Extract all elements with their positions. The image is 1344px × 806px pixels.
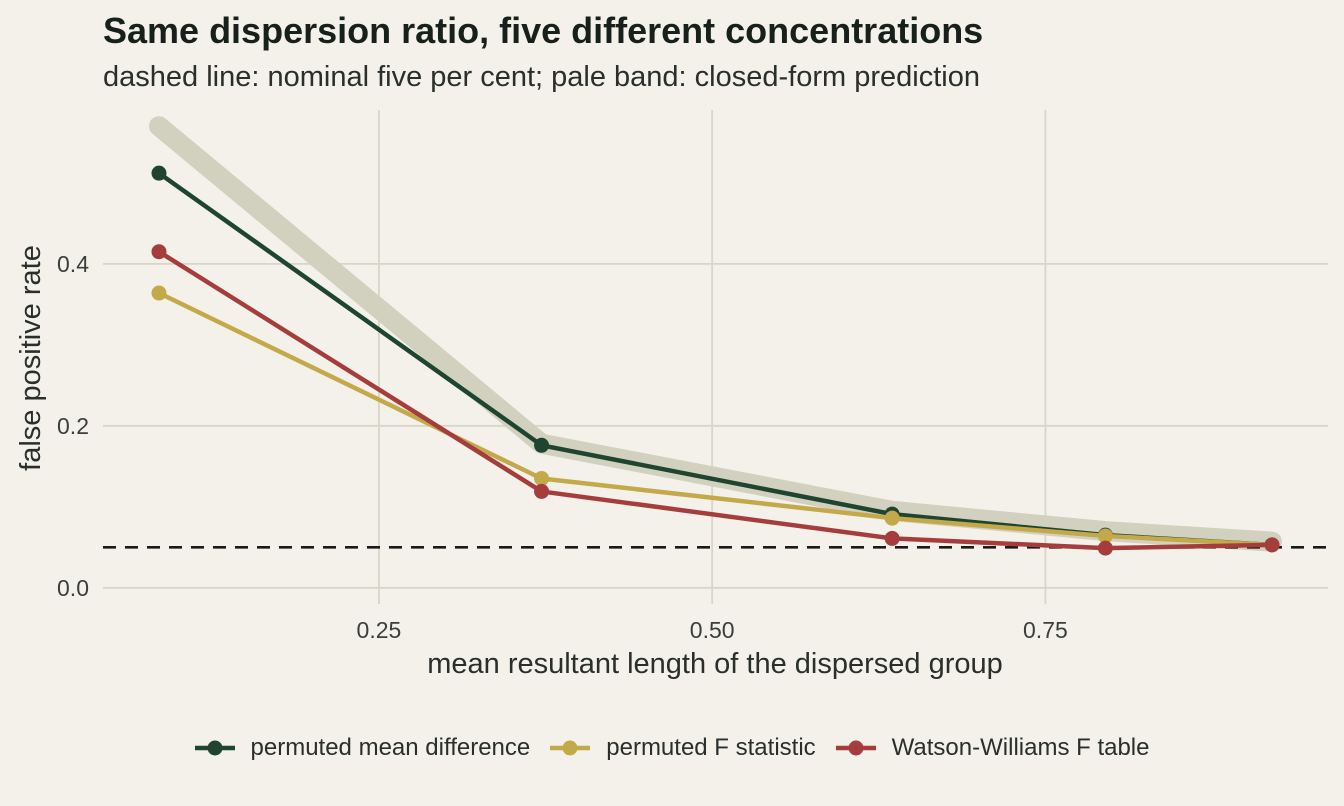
chart-subtitle: dashed line: nominal five per cent; pale…	[103, 61, 980, 93]
series-2-point-1	[534, 483, 550, 499]
y-tick-label-0: 0.0	[57, 575, 89, 601]
y-axis-label: false positive rate	[15, 245, 47, 471]
series-2-point-3	[1097, 540, 1113, 556]
series-2-point-0	[151, 244, 167, 260]
y-tick-label-2: 0.4	[57, 251, 89, 277]
x-axis-label: mean resultant length of the dispersed g…	[427, 648, 1003, 680]
tick-labels: 0.0 0.2 0.4 0.25 0.50 0.75	[57, 251, 1068, 643]
x-tick-label-2: 0.75	[1023, 617, 1068, 643]
legend: permuted mean difference permuted F stati…	[0, 734, 1344, 762]
series-line-1	[158, 290, 1273, 548]
series-line-0	[157, 171, 1273, 548]
legend-label-2: Watson-Williams F table	[891, 734, 1150, 761]
legend-key-1	[550, 740, 591, 756]
series-1-point-3	[1097, 528, 1113, 544]
legend-key-0	[194, 740, 235, 756]
legend-label-0: permuted mean difference	[250, 734, 531, 761]
legend-item-1: permuted F statistic	[550, 734, 816, 762]
series-2	[151, 244, 1280, 556]
legend-key-2	[835, 740, 876, 756]
legend-item-2: Watson-Williams F table	[835, 734, 1150, 762]
series-1-point-1	[534, 470, 550, 486]
series-1-point-0	[151, 285, 167, 301]
y-tick-label-1: 0.2	[57, 413, 89, 439]
series-0	[151, 165, 1280, 553]
legend-label-1: permuted F statistic	[606, 734, 816, 761]
series-1-point-2	[884, 510, 900, 526]
legend-item-0: permuted mean difference	[194, 734, 531, 762]
series-0-point-1	[534, 437, 550, 453]
series-0-point-0	[151, 165, 167, 181]
series-2-point-2	[884, 530, 900, 546]
x-tick-label-1: 0.50	[690, 617, 735, 643]
series-line-2	[157, 249, 1273, 551]
series-1	[151, 285, 1280, 553]
chart-title: Same dispersion ratio, five different co…	[103, 10, 984, 51]
x-tick-label-0: 0.25	[357, 617, 402, 643]
series-2-point-4	[1264, 537, 1280, 553]
series-group	[151, 165, 1280, 556]
